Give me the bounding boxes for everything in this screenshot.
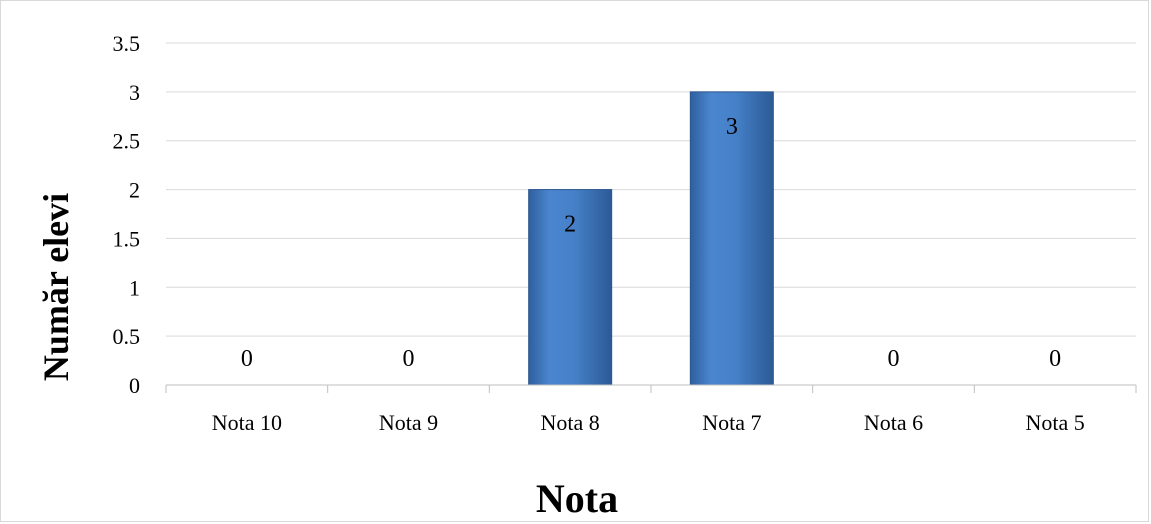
axes (165, 384, 1137, 393)
data-label: 0 (403, 346, 415, 372)
x-tick-label: Nota 6 (864, 410, 923, 435)
data-label: 3 (726, 114, 738, 140)
y-tick-label: 2 (129, 178, 140, 203)
y-axis-title: Număr elevi (36, 193, 76, 381)
x-tick-label: Nota 8 (541, 410, 600, 435)
y-tick-label: 0.5 (113, 324, 141, 349)
y-tick-label: 0 (129, 373, 140, 398)
bar (689, 91, 774, 386)
y-tick-label: 1 (129, 275, 140, 300)
x-tick-labels: Nota 10 Nota 9 Nota 8 Nota 7 Nota 6 Nota 5 (212, 410, 1085, 435)
y-tick-label: 2.5 (113, 129, 141, 154)
data-label: 0 (1049, 346, 1061, 372)
x-axis-title: Nota (536, 476, 618, 521)
y-tick-label: 3 (129, 80, 140, 105)
data-label: 0 (241, 346, 253, 372)
data-labels: 0 0 2 3 0 0 (241, 114, 1061, 372)
x-tick-label: Nota 7 (702, 410, 761, 435)
y-tick-labels: 0 0.5 1 1.5 2 2.5 3 3.5 (113, 31, 141, 398)
x-tick-label: Nota 5 (1026, 410, 1085, 435)
x-tick-label: Nota 10 (212, 410, 282, 435)
bars (528, 91, 774, 386)
data-label: 0 (888, 346, 900, 372)
y-tick-label: 1.5 (113, 226, 141, 251)
bar (528, 189, 613, 386)
y-tick-label: 3.5 (113, 31, 141, 56)
gridlines (166, 42, 1136, 337)
x-tick-label: Nota 9 (379, 410, 438, 435)
data-label: 2 (564, 212, 576, 238)
